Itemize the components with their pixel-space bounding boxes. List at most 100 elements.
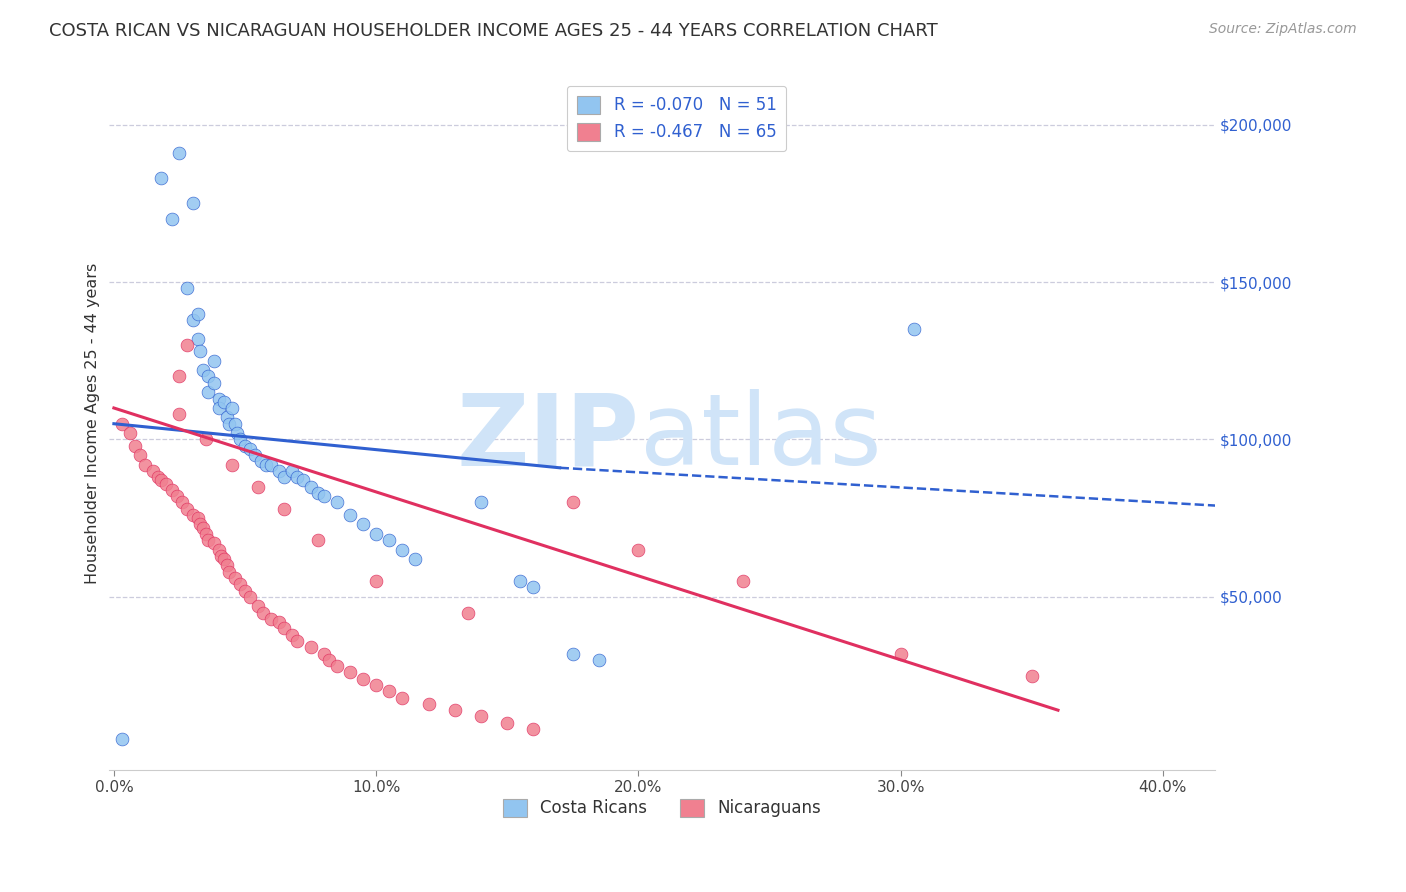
Point xyxy=(299,640,322,655)
Point xyxy=(245,448,267,462)
Point xyxy=(124,439,146,453)
Point xyxy=(890,647,912,661)
Point xyxy=(224,417,246,431)
Point xyxy=(212,552,235,566)
Point xyxy=(142,464,165,478)
Point xyxy=(627,542,650,557)
Point xyxy=(326,495,349,509)
Point xyxy=(176,501,198,516)
Point xyxy=(218,417,240,431)
Point xyxy=(191,363,214,377)
Point xyxy=(148,470,170,484)
Point xyxy=(166,489,188,503)
Point xyxy=(169,146,191,161)
Point xyxy=(221,401,243,415)
Point xyxy=(150,474,173,488)
Point xyxy=(366,527,388,541)
Point xyxy=(208,401,231,415)
Point xyxy=(457,606,479,620)
Point xyxy=(129,448,152,462)
Point xyxy=(181,196,204,211)
Point xyxy=(252,606,274,620)
Point xyxy=(281,627,304,641)
Point xyxy=(212,394,235,409)
Point xyxy=(155,476,177,491)
Point xyxy=(221,458,243,472)
Point xyxy=(391,542,413,557)
Point xyxy=(418,697,440,711)
Point xyxy=(522,722,544,736)
Point xyxy=(318,653,340,667)
Point xyxy=(299,480,322,494)
Point xyxy=(170,495,193,509)
Point xyxy=(202,376,225,390)
Point xyxy=(404,552,426,566)
Point xyxy=(470,495,492,509)
Point xyxy=(273,621,295,635)
Point xyxy=(366,574,388,588)
Point xyxy=(197,369,219,384)
Point xyxy=(169,407,191,421)
Point xyxy=(233,583,256,598)
Text: ZIP: ZIP xyxy=(457,389,640,486)
Point xyxy=(190,517,212,532)
Point xyxy=(239,442,262,456)
Point xyxy=(134,458,156,472)
Point xyxy=(291,474,314,488)
Point xyxy=(209,549,232,563)
Point xyxy=(226,426,249,441)
Point xyxy=(160,212,183,227)
Point xyxy=(496,715,519,730)
Point xyxy=(150,171,173,186)
Point xyxy=(522,581,544,595)
Point xyxy=(352,672,374,686)
Point xyxy=(247,599,270,614)
Point xyxy=(366,678,388,692)
Point xyxy=(269,464,291,478)
Point xyxy=(588,653,610,667)
Point xyxy=(269,615,291,629)
Point xyxy=(187,511,209,525)
Point xyxy=(208,392,231,406)
Point xyxy=(287,634,309,648)
Point xyxy=(194,527,217,541)
Point xyxy=(224,571,246,585)
Point xyxy=(249,454,271,468)
Point xyxy=(215,410,238,425)
Point xyxy=(181,508,204,522)
Point xyxy=(194,433,217,447)
Point xyxy=(561,647,583,661)
Point xyxy=(287,470,309,484)
Point xyxy=(339,665,361,680)
Point xyxy=(254,458,277,472)
Point xyxy=(260,458,283,472)
Point xyxy=(229,577,252,591)
Point xyxy=(118,426,141,441)
Text: COSTA RICAN VS NICARAGUAN HOUSEHOLDER INCOME AGES 25 - 44 YEARS CORRELATION CHAR: COSTA RICAN VS NICARAGUAN HOUSEHOLDER IN… xyxy=(49,22,938,40)
Point xyxy=(229,433,252,447)
Point xyxy=(160,483,183,497)
Point xyxy=(391,690,413,705)
Point xyxy=(190,344,212,359)
Point xyxy=(307,533,329,548)
Point xyxy=(111,417,134,431)
Point xyxy=(176,338,198,352)
Point xyxy=(307,486,329,500)
Point xyxy=(561,495,583,509)
Point xyxy=(169,369,191,384)
Point xyxy=(181,313,204,327)
Legend: Costa Ricans, Nicaraguans: Costa Ricans, Nicaraguans xyxy=(496,792,827,824)
Point xyxy=(378,684,401,698)
Point xyxy=(273,470,295,484)
Point xyxy=(215,558,238,573)
Point xyxy=(443,703,465,717)
Point xyxy=(218,565,240,579)
Point xyxy=(208,542,231,557)
Point xyxy=(187,332,209,346)
Point xyxy=(260,612,283,626)
Point xyxy=(233,439,256,453)
Y-axis label: Householder Income Ages 25 - 44 years: Householder Income Ages 25 - 44 years xyxy=(86,263,100,584)
Point xyxy=(352,517,374,532)
Point xyxy=(1021,668,1043,682)
Text: atlas: atlas xyxy=(640,389,882,486)
